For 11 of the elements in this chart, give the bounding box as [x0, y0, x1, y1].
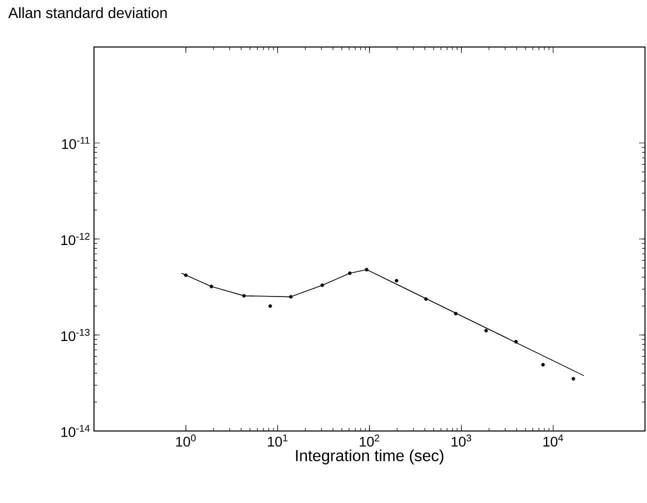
- chart-title: Allan standard deviation: [8, 7, 167, 18]
- x-axis-title: Integration time (sec): [296, 450, 444, 464]
- y-tick-label: 10$^{-14}$: [61, 424, 90, 438]
- y-tick-label: 10$^{-12}$: [61, 232, 90, 246]
- x-tick-label: 10$^{0}$: [176, 434, 196, 447]
- x-tick-label: 10$^{3}$: [452, 434, 472, 447]
- x-tick-label: 10$^{1}$: [268, 434, 288, 447]
- x-tick-label: 10$^{2}$: [360, 434, 380, 447]
- y-tick-label: 10$^{-13}$: [61, 328, 90, 342]
- y-tick-label: 10$^{-11}$: [62, 136, 90, 150]
- x-tick-label: 10$^{4}$: [544, 434, 564, 447]
